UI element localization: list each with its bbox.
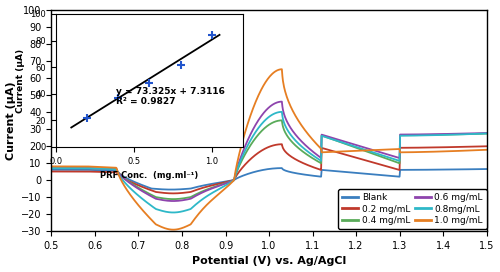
X-axis label: Potential (V) vs. Ag/AgCl: Potential (V) vs. Ag/AgCl [192,256,346,267]
Y-axis label: Current (μA): Current (μA) [6,81,16,160]
Legend: Blank, 0.2 mg/mL, 0.4 mg/mL, 0.6 mg/mL, 0.8mg/mL, 1.0 mg/mL: Blank, 0.2 mg/mL, 0.4 mg/mL, 0.6 mg/mL, … [338,189,486,229]
